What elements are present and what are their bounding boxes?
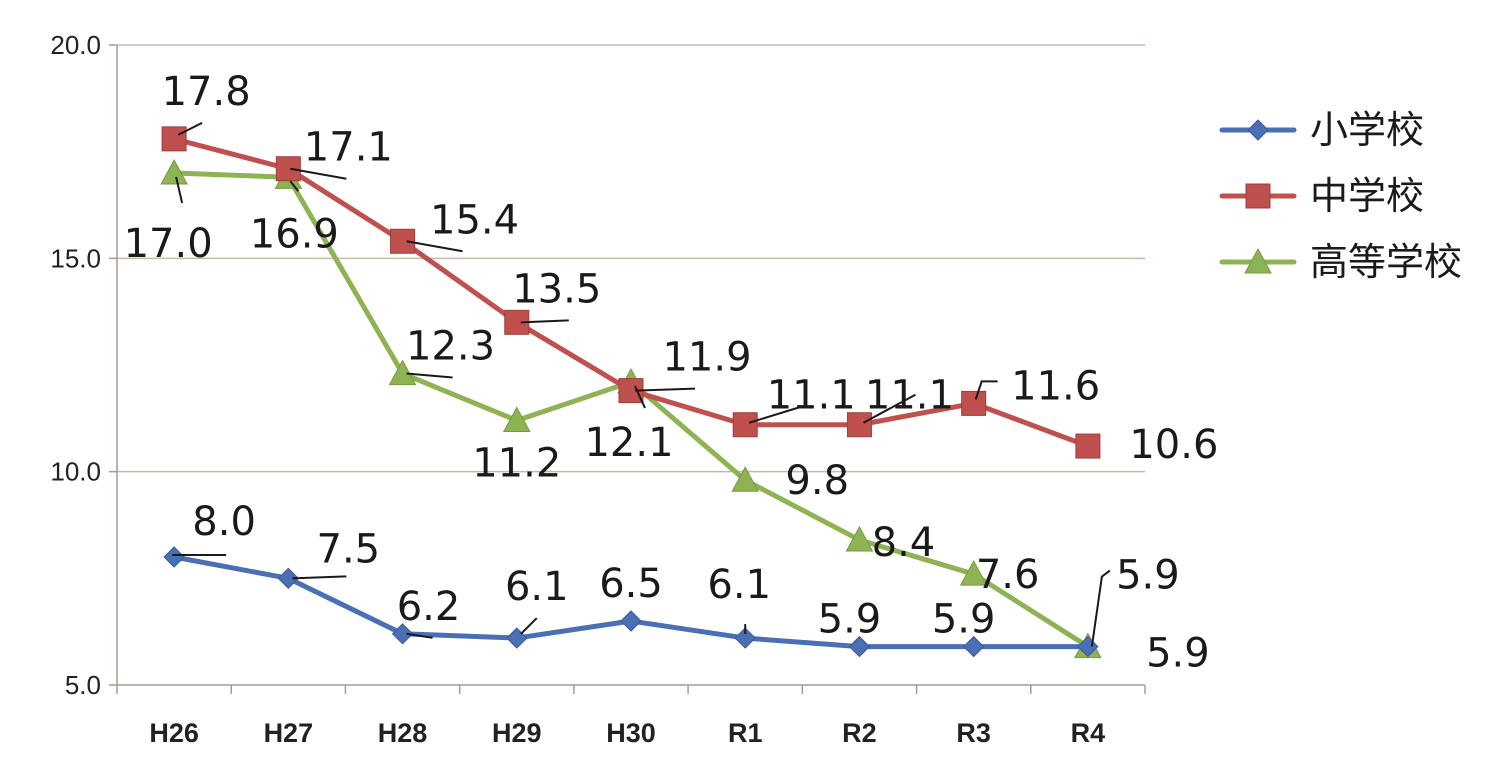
label-leader-line [175, 176, 184, 204]
data-label: 9.8 [785, 458, 849, 504]
data-label: 6.2 [397, 584, 461, 630]
data-point [959, 560, 988, 586]
data-point [502, 406, 531, 433]
x-tick-label: H30 [606, 718, 656, 748]
x-tick-label: H29 [492, 718, 542, 748]
y-tick-label: 20.0 [50, 30, 101, 60]
label-leader-line [1090, 569, 1111, 647]
legend-label: 小学校 [1310, 108, 1424, 152]
data-point [161, 126, 187, 152]
data-label: 12.3 [406, 324, 495, 370]
data-label: 11.1 [767, 373, 856, 419]
data-label: 11.2 [472, 440, 561, 486]
x-tick-label: R1 [728, 718, 763, 748]
data-point [732, 412, 758, 438]
data-label: 8.4 [872, 520, 936, 566]
x-tick-label: R4 [1071, 718, 1106, 748]
data-label: 17.0 [124, 221, 213, 267]
data-label: 17.1 [304, 125, 393, 171]
x-tick-label: H27 [264, 718, 314, 748]
data-point [163, 546, 185, 568]
label-leader-line [634, 387, 696, 392]
data-label: 11.6 [1011, 363, 1100, 409]
x-tick-label: R3 [956, 718, 991, 748]
label-leader-line [406, 632, 433, 639]
data-point [277, 567, 300, 590]
legend-marker [1247, 119, 1269, 141]
data-labels: 8.0 7.5 6.2 6.1 6.5 6.1 5.9 5.9 5.9 17.8 17.1 15.4 1… [124, 69, 1219, 677]
data-point [275, 156, 301, 182]
data-point [962, 635, 985, 658]
data-label: 5.9 [818, 597, 882, 643]
label-leader-line [292, 575, 347, 580]
x-tick-label: H28 [378, 718, 428, 748]
data-label: 5.9 [932, 597, 996, 643]
label-leader-line [290, 167, 347, 180]
series-group [160, 126, 1102, 659]
label-leader-line [177, 121, 203, 136]
label-leader-line [748, 405, 802, 424]
data-label: 8.0 [192, 499, 256, 545]
label-leader-line [862, 393, 916, 424]
label-leader-line [634, 385, 646, 409]
data-point [1075, 433, 1101, 459]
x-tick-label: R2 [842, 718, 877, 748]
label-leaders [172, 121, 1111, 647]
y-tick-label: 5.0 [65, 670, 101, 700]
data-label: 17.8 [162, 69, 251, 115]
data-label: 11.1 [865, 373, 954, 419]
data-point [160, 158, 188, 185]
data-point [848, 635, 871, 658]
data-label: 15.4 [430, 197, 519, 243]
data-label: 7.5 [317, 526, 381, 572]
data-point [731, 466, 760, 492]
data-label: 10.6 [1129, 422, 1218, 468]
data-label: 6.1 [505, 564, 569, 610]
data-label: 13.5 [512, 266, 601, 312]
data-label: 6.1 [707, 562, 771, 608]
data-label: 11.9 [662, 335, 751, 381]
data-label: 12.1 [584, 420, 673, 466]
data-point [391, 623, 414, 645]
data-label: 7.6 [976, 552, 1040, 598]
gridlines [117, 44, 1145, 473]
label-leader-line [406, 240, 463, 253]
data-point [734, 627, 756, 649]
y-tick-label: 10.0 [50, 457, 101, 487]
legend-marker [1245, 183, 1271, 209]
data-label: 6.5 [599, 561, 663, 607]
data-label: 16.9 [250, 211, 339, 257]
data-point [846, 412, 872, 438]
legend-label: 中学校 [1310, 174, 1424, 218]
label-leader-line [289, 180, 300, 192]
y-tick-label: 15.0 [50, 243, 101, 273]
legend-marker [1244, 247, 1272, 274]
data-point [388, 359, 417, 386]
x-tick-label: H26 [149, 718, 199, 748]
legend-label: 高等学校 [1310, 240, 1462, 284]
data-label: 5.9 [1146, 631, 1210, 677]
label-leader-line [406, 372, 453, 379]
data-point [845, 525, 874, 552]
data-point [961, 390, 987, 416]
label-leader-line [520, 617, 538, 635]
label-leader-line [520, 319, 569, 324]
label-leader-line [974, 380, 998, 400]
data-label: 5.9 [1116, 553, 1180, 599]
axes: 20.0 15.0 10.0 5.0 H26 H27 H28 H29 H30 R1 R2 R3 R4 [50, 30, 1146, 748]
data-point [620, 610, 642, 632]
